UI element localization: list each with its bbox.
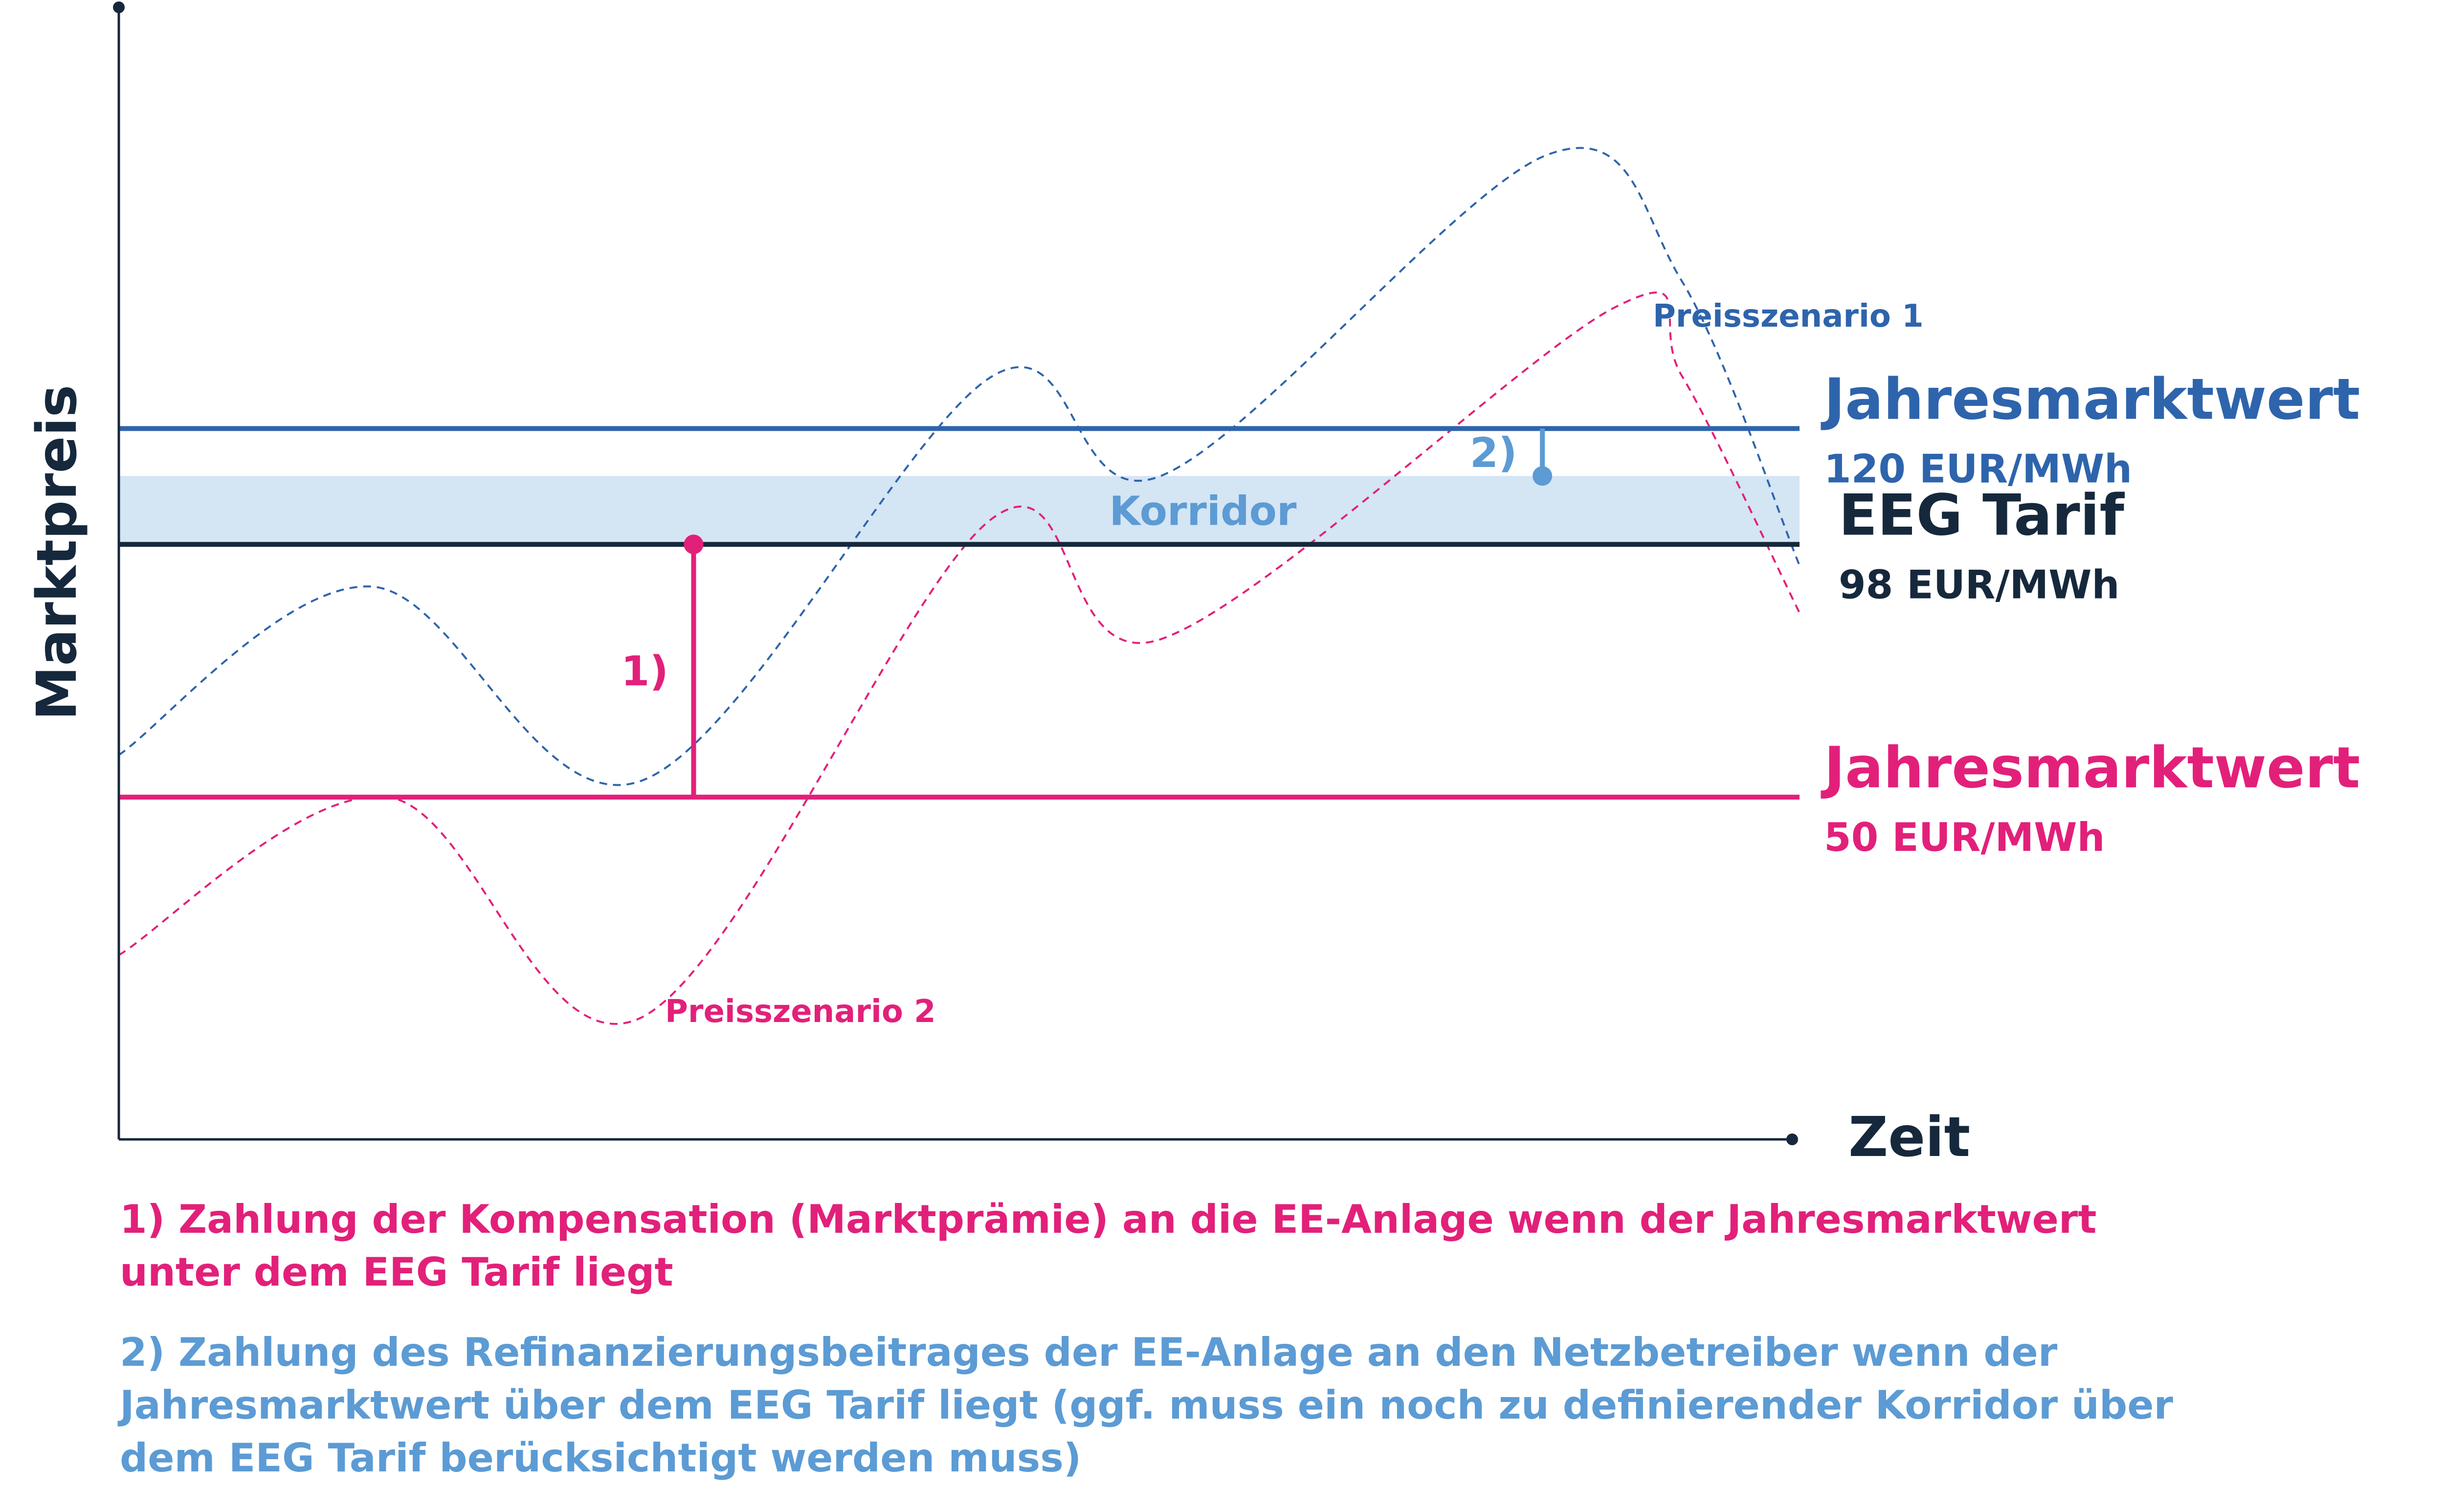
series-1-label: Preisszenario 1 bbox=[1653, 298, 1924, 334]
annotation-a1-label: 1) bbox=[621, 647, 668, 695]
annotation-a2-label: 2) bbox=[1470, 429, 1517, 477]
y-axis-label: Marktpreis bbox=[25, 385, 89, 721]
series-2-line bbox=[118, 291, 1800, 1025]
ref-label-upper: Jahresmarktwert bbox=[1821, 366, 2360, 432]
series-2-label: Preisszenario 2 bbox=[665, 994, 936, 1030]
series-1-line bbox=[118, 147, 1800, 786]
annotation-a1-dot bbox=[684, 534, 704, 555]
x-axis-arrow-dot bbox=[1786, 1134, 1798, 1145]
ref-value-tariff: 98 EUR/MWh bbox=[1839, 562, 2119, 607]
ref-label-tariff: EEG Tarif bbox=[1839, 482, 2125, 548]
x-axis-label: Zeit bbox=[1848, 1106, 1970, 1169]
korridor-label: Korridor bbox=[1110, 488, 1297, 534]
y-axis-arrow-dot bbox=[113, 1, 125, 13]
ref-label-lower: Jahresmarktwert bbox=[1821, 735, 2360, 801]
ref-value-upper: 120 EUR/MWh bbox=[1824, 446, 2132, 491]
korridor-band bbox=[119, 476, 1800, 545]
footnote-1: 1) Zahlung der Kompensation (Marktprämie… bbox=[120, 1197, 2097, 1295]
annotation-a2-dot bbox=[1533, 466, 1553, 486]
footnote-2: 2) Zahlung des Refinanzierungsbeitrages … bbox=[120, 1330, 2173, 1481]
ref-value-lower: 50 EUR/MWh bbox=[1824, 815, 2105, 860]
